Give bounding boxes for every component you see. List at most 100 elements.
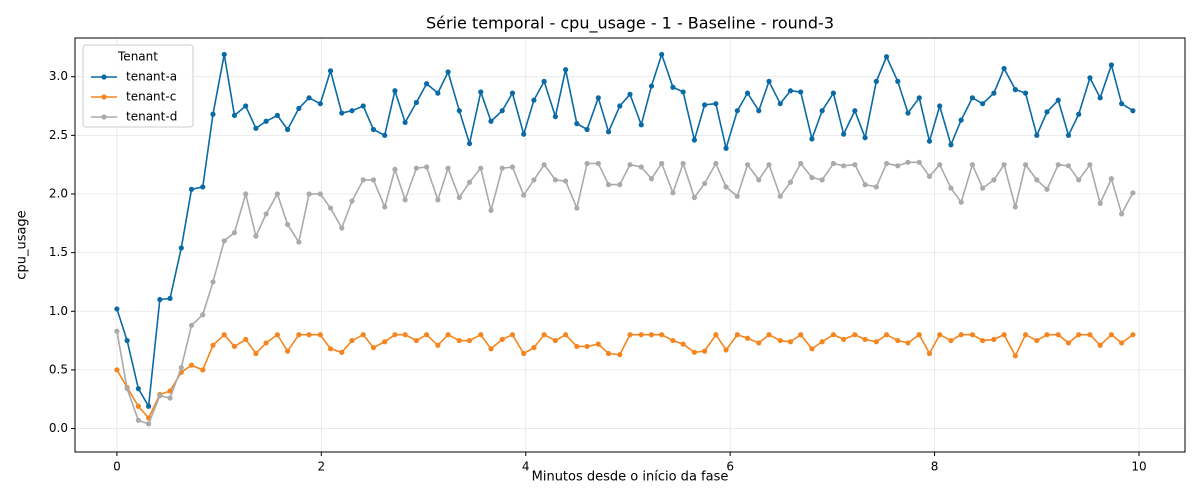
- point: [552, 177, 558, 183]
- point: [969, 95, 976, 101]
- point: [756, 177, 762, 183]
- point: [210, 342, 216, 348]
- point: [284, 221, 291, 228]
- point: [488, 118, 494, 124]
- point: [574, 121, 580, 127]
- point: [456, 194, 462, 201]
- point: [200, 312, 206, 318]
- point: [1076, 111, 1082, 117]
- point: [296, 332, 302, 338]
- point: [713, 160, 719, 167]
- point: [670, 84, 676, 90]
- point: [809, 136, 815, 142]
- point: [883, 54, 890, 60]
- point: [691, 194, 697, 201]
- point: [670, 190, 676, 196]
- point: [413, 165, 419, 171]
- point: [617, 352, 623, 358]
- point: [392, 166, 398, 172]
- y-tick-label: 2.0: [49, 186, 68, 200]
- point: [1022, 90, 1029, 96]
- point: [424, 81, 430, 87]
- point: [424, 332, 430, 338]
- point: [200, 184, 206, 190]
- x-tick-label: 4: [522, 460, 530, 474]
- point: [178, 364, 184, 371]
- point: [777, 193, 783, 199]
- point: [1119, 101, 1125, 107]
- point: [809, 346, 815, 352]
- point: [819, 339, 825, 345]
- point: [916, 159, 922, 165]
- y-tick-label: 0.0: [49, 421, 68, 435]
- point: [382, 132, 388, 138]
- point: [327, 68, 334, 74]
- point: [627, 91, 633, 97]
- point: [777, 101, 783, 107]
- point: [1076, 332, 1082, 338]
- point: [243, 103, 249, 109]
- point: [766, 78, 772, 84]
- point: [382, 339, 388, 345]
- point: [1087, 332, 1093, 338]
- point: [648, 332, 655, 338]
- point: [744, 335, 751, 341]
- point: [157, 393, 163, 399]
- point: [456, 108, 462, 114]
- point: [1001, 332, 1007, 338]
- point: [210, 111, 216, 117]
- y-tick-label: 2.5: [49, 128, 68, 142]
- point: [895, 78, 901, 84]
- point: [1108, 62, 1115, 68]
- point: [1055, 97, 1061, 103]
- point: [766, 332, 772, 338]
- point: [402, 119, 408, 126]
- point: [531, 177, 537, 183]
- point: [691, 137, 697, 143]
- point: [541, 162, 547, 168]
- point: [980, 337, 986, 344]
- point: [798, 160, 804, 167]
- point: [787, 179, 794, 185]
- point: [231, 343, 238, 350]
- point: [563, 178, 569, 184]
- point: [926, 138, 933, 144]
- point: [552, 113, 558, 120]
- point: [926, 350, 933, 357]
- point: [466, 140, 473, 147]
- point: [466, 179, 473, 185]
- point: [1044, 186, 1050, 192]
- point: [873, 78, 879, 84]
- point: [991, 90, 997, 96]
- point: [478, 332, 484, 338]
- point: [916, 95, 922, 101]
- point: [841, 163, 847, 169]
- legend-marker: [101, 74, 107, 80]
- point: [1097, 95, 1103, 101]
- point: [1130, 108, 1136, 114]
- point: [188, 322, 195, 328]
- point: [895, 337, 901, 344]
- point: [862, 182, 868, 188]
- point: [905, 159, 911, 165]
- point: [1087, 75, 1093, 81]
- point: [284, 126, 291, 133]
- point: [777, 337, 783, 344]
- point: [360, 177, 366, 183]
- point: [691, 349, 697, 355]
- point: [200, 367, 206, 373]
- point: [1034, 177, 1040, 183]
- point: [466, 337, 473, 344]
- point: [188, 362, 195, 368]
- point: [445, 69, 451, 75]
- point: [114, 328, 120, 334]
- point: [744, 90, 751, 96]
- point: [958, 117, 964, 123]
- point: [595, 160, 601, 167]
- point: [445, 165, 451, 171]
- point: [499, 165, 505, 171]
- point: [327, 205, 334, 211]
- point: [958, 332, 964, 338]
- point: [648, 176, 655, 182]
